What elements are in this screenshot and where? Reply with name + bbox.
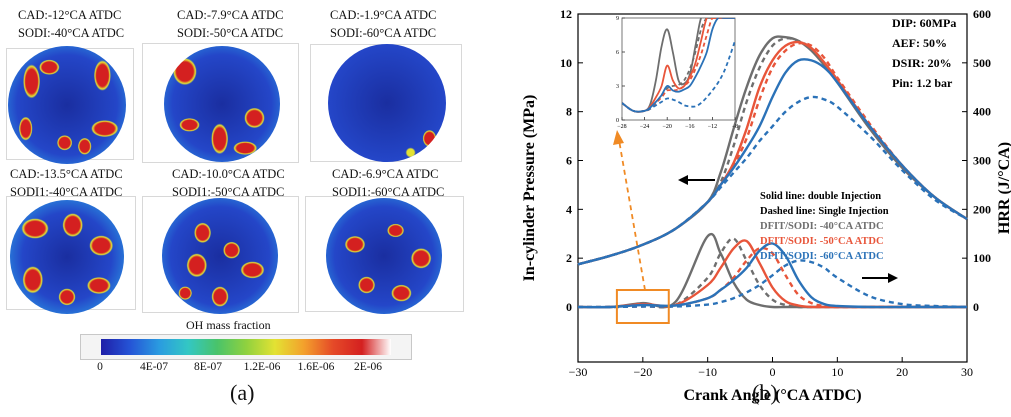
- inset-y-tick-label: 9: [616, 16, 619, 22]
- oh-contour-disk: [328, 44, 446, 162]
- x-tick-label: −20: [633, 365, 652, 379]
- inset-x-tick-label: −20: [663, 124, 672, 130]
- colorbar-gradient: [101, 339, 391, 355]
- inset-y-tick-label: 6: [616, 50, 619, 56]
- cell-label-line1: CAD:-10.0°CA ATDC: [172, 167, 285, 181]
- inset-x-tick-label: −24: [640, 124, 649, 130]
- y2-axis-label: HRR (J/°CA): [996, 142, 1011, 234]
- y2-tick-label: 400: [973, 105, 991, 119]
- x-tick-label: 20: [896, 365, 908, 379]
- oh-contour-disk: [164, 46, 280, 162]
- colorbar-tick: 0: [97, 361, 103, 373]
- cell-label-line2: SODI:-60°CA ATDC: [330, 26, 437, 40]
- y-tick-label: 2: [566, 251, 572, 265]
- inset-frame: [621, 17, 736, 121]
- y2-tick-label: 100: [973, 251, 991, 265]
- param-text: AEF: 50%: [892, 36, 947, 50]
- y-tick-label: 6: [566, 154, 572, 168]
- y-axis-label: In-cylinder Pressure (MPa): [521, 95, 538, 282]
- oh-contour-disk: [162, 198, 278, 314]
- inset-series-line: [622, 18, 735, 113]
- y-tick-label: 10: [560, 56, 572, 70]
- y-tick-label: 4: [566, 202, 572, 216]
- legend-entry: Solid line: double Injection: [760, 191, 881, 202]
- cell-label-line2: SODI1:-60°CA ATDC: [332, 185, 445, 199]
- y-tick-label: 8: [566, 105, 572, 119]
- hrr-series-line: [577, 246, 967, 309]
- y2-tick-label: 200: [973, 202, 991, 216]
- x-axis-label: Crank Angle (°CA ATDC): [683, 387, 861, 404]
- y2-tick-label: 0: [973, 300, 979, 314]
- zoom-box: [615, 289, 670, 324]
- cell-label-line1: CAD:-1.9°CA ATDC: [330, 8, 437, 22]
- param-text: Pin: 1.2 bar: [892, 76, 953, 90]
- oh-contour-disk: [8, 46, 126, 164]
- colorbar-tick: 1.6E-06: [297, 361, 335, 373]
- x-tick-label: −30: [569, 365, 588, 379]
- cell-label-line1: CAD:-13.5°CA ATDC: [10, 167, 123, 181]
- arrow-left-pressure-head: [678, 175, 688, 185]
- param-text: DSIR: 20%: [892, 56, 952, 70]
- colorbar-tick: 1.2E-06: [243, 361, 281, 373]
- hrr-series-line: [577, 237, 967, 309]
- colorbar-tick: 2E-06: [353, 361, 383, 373]
- inset-x-tick-label: −8: [732, 124, 738, 130]
- param-text: DIP: 60MPa: [892, 16, 956, 30]
- inset-series-line: [622, 40, 735, 113]
- legend-entry: DFIT/SODI: -40°CA ATDC: [760, 221, 884, 232]
- cell-label-line1: CAD:-7.9°CA ATDC: [177, 8, 284, 22]
- inset-x-tick-label: −12: [708, 124, 717, 130]
- y2-tick-label: 600: [973, 7, 991, 21]
- oh-contour-disk: [326, 198, 442, 314]
- hrr-series-line: [577, 242, 967, 309]
- hrr-series-line: [577, 259, 968, 309]
- zoom-arrow: [618, 139, 646, 291]
- x-tick-label: 10: [831, 365, 843, 379]
- cell-label-line2: SODI1:-40°CA ATDC: [10, 185, 123, 199]
- zoom-arrow-head: [613, 130, 624, 145]
- inset-x-tick-label: −16: [685, 124, 694, 130]
- legend-entry: DFIT/SODI: -60°CA ATDC: [760, 251, 884, 262]
- y2-tick-label: 500: [973, 56, 991, 70]
- panel-caption: (a): [230, 380, 255, 405]
- colorbar-title: OH mass fraction: [186, 318, 271, 332]
- y2-tick-label: 300: [973, 154, 991, 168]
- legend-entry: DFIT/SODI: -50°CA ATDC: [760, 236, 884, 247]
- cell-label-line2: SODI:-40°CA ATDC: [18, 26, 125, 40]
- y-tick-label: 12: [560, 7, 572, 21]
- x-tick-label: −10: [698, 365, 717, 379]
- y-tick-label: 0: [566, 300, 572, 314]
- cell-label-line1: CAD:-12°CA ATDC: [18, 8, 122, 22]
- inset-y-tick-label: 3: [616, 84, 619, 90]
- panel-caption: (b): [752, 380, 778, 405]
- legend-entry: Dashed line: Single Injection: [760, 206, 889, 217]
- inset-series-group: [622, 18, 735, 113]
- panel-b-chart: −30 −20 −10 0 10 20 30 0 2 4 6 8 10 12 0 100 200 300 400 50…: [500, 0, 1011, 412]
- inset-series-line: [622, 18, 735, 113]
- colorbar-tick: 8E-07: [193, 361, 223, 373]
- inset-x-tick-label: −28: [617, 124, 626, 130]
- colorbar: [80, 334, 412, 360]
- pressure-series-line: [577, 95, 968, 266]
- cell-label-line2: SODI:-50°CA ATDC: [177, 26, 284, 40]
- inset-y-tick-label: 0: [616, 118, 619, 124]
- panel-a-contour-maps: CAD:-12°CA ATDC SODI:-40°CA ATDC CAD:-7.…: [0, 0, 500, 412]
- cell-label-line1: CAD:-6.9°CA ATDC: [332, 167, 439, 181]
- arrow-right-hrr-head: [888, 273, 898, 283]
- oh-contour-disk: [10, 200, 124, 314]
- x-tick-label: 30: [961, 365, 973, 379]
- cell-label-line2: SODI1:-50°CA ATDC: [172, 185, 285, 199]
- x-tick-label: 0: [770, 365, 776, 379]
- pressure-hrr-chart: −30 −20 −10 0 10 20 30024681012010020030040050…: [521, 7, 1011, 404]
- colorbar-tick: 4E-07: [139, 361, 169, 373]
